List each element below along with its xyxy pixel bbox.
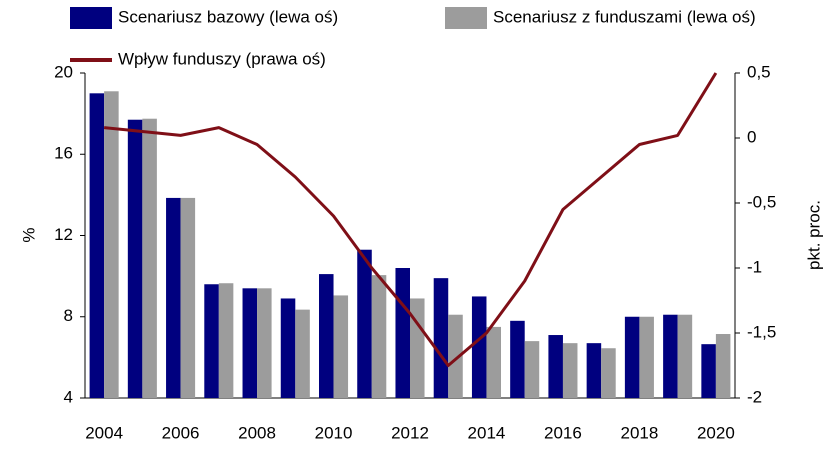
y2-axis-label: pkt. proc.	[804, 200, 823, 270]
bar	[357, 249, 372, 398]
bar	[586, 343, 602, 398]
bar	[548, 335, 563, 398]
bar	[677, 314, 693, 398]
x-tick-label: 2016	[544, 423, 582, 442]
bar	[486, 326, 501, 398]
line	[103, 72, 718, 367]
bar	[601, 348, 616, 398]
bar	[448, 314, 463, 398]
legend-swatch	[445, 7, 487, 29]
bar	[510, 320, 525, 398]
bar	[524, 341, 540, 398]
y2-tick-label: -0,5	[747, 192, 776, 211]
bar	[127, 119, 143, 398]
y-tick-label: 12	[54, 225, 73, 244]
bar	[166, 197, 181, 398]
bar	[562, 343, 578, 398]
bar	[89, 93, 105, 398]
x-tick-label: 2020	[697, 423, 735, 442]
bar	[319, 274, 334, 398]
bar	[410, 298, 425, 398]
y2-tick-label: 0,5	[747, 62, 771, 81]
x-tick-label: 2008	[238, 423, 276, 442]
bar	[180, 197, 196, 398]
legend-label: Scenariusz bazowy (lewa oś)	[118, 7, 338, 26]
y-tick-label: 20	[54, 62, 73, 81]
bar	[295, 309, 310, 398]
x-tick-label: 2014	[468, 423, 506, 442]
bar	[701, 344, 716, 398]
y-tick-label: 8	[64, 306, 73, 325]
bar	[218, 283, 234, 398]
x-tick-label: 2010	[315, 423, 353, 442]
bar	[395, 268, 410, 398]
x-tick-label: 2012	[391, 423, 429, 442]
bar	[639, 316, 654, 398]
bar	[142, 118, 157, 398]
bar	[624, 316, 640, 398]
legend-label: Scenariusz z funduszami (lewa oś)	[493, 7, 756, 26]
y2-tick-label: -1,5	[747, 322, 776, 341]
legend-label: Wpływ funduszy (prawa oś)	[118, 49, 326, 68]
x-tick-label: 2006	[162, 423, 200, 442]
bar	[371, 275, 387, 398]
legend-swatch	[70, 7, 112, 29]
bar	[715, 334, 731, 398]
y2-tick-label: -1	[747, 257, 762, 276]
y-tick-label: 16	[54, 144, 73, 163]
bar	[663, 314, 678, 398]
x-tick-label: 2018	[620, 423, 658, 442]
bar	[471, 296, 487, 398]
bar	[433, 278, 449, 398]
bar	[204, 284, 219, 398]
x-tick-label: 2004	[85, 423, 123, 442]
y2-tick-label: -2	[747, 387, 762, 406]
bar	[333, 295, 349, 398]
y2-tick-label: 0	[747, 127, 756, 146]
y-axis-label: %	[19, 227, 38, 242]
bar	[104, 91, 119, 398]
bar	[280, 298, 296, 398]
y-tick-label: 4	[64, 387, 73, 406]
bar	[257, 288, 272, 398]
bar	[242, 288, 258, 398]
